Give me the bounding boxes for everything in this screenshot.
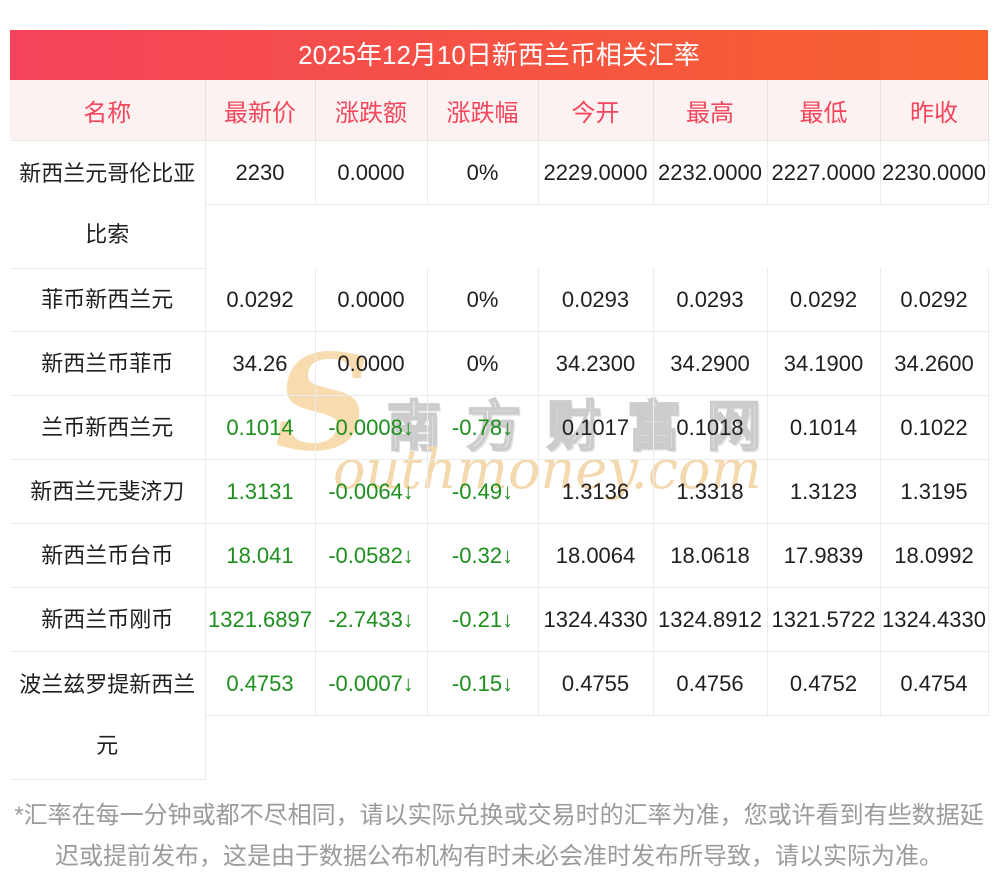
currency-pair-name: 新西兰元斐济刀 <box>10 459 206 524</box>
empty-spacer-cell <box>205 205 988 269</box>
rate-cell-change: -0.0582↓ <box>315 523 428 588</box>
rate-cell-change-pct: 0% <box>427 140 539 205</box>
col-header-low: 最低 <box>767 80 881 141</box>
currency-pair-name: 波兰兹罗提新西兰元 <box>10 651 206 780</box>
rate-cell-change: 0.0000 <box>315 331 428 396</box>
currency-pair-name: 菲币新西兰元 <box>10 268 206 332</box>
disclaimer-footnote: *汇率在每一分钟或都不尽相同，请以实际兑换或交易时的汇率为准，您或许看到有些数据… <box>14 801 984 870</box>
rate-cell-prev-close: 1324.4330 <box>880 587 989 652</box>
rate-cell-high: 0.0293 <box>653 268 768 332</box>
rate-cell-change: 0.0000 <box>315 268 428 332</box>
rate-cell-prev-close: 0.4754 <box>880 651 989 716</box>
rate-cell-latest: 2230 <box>205 140 316 205</box>
currency-pair-name: 新西兰元哥伦比亚比索 <box>10 140 206 269</box>
rate-cell-change: -2.7433↓ <box>315 587 428 652</box>
col-header-prev-close: 昨收 <box>880 80 989 141</box>
currency-pair-name: 兰币新西兰元 <box>10 395 206 460</box>
rate-cell-open: 18.0064 <box>538 523 654 588</box>
rate-cell-prev-close: 0.0292 <box>880 268 989 332</box>
rate-cell-high: 0.4756 <box>653 651 768 716</box>
col-header-open: 今开 <box>538 80 654 141</box>
currency-pair-name: 新西兰币菲币 <box>10 331 206 396</box>
page-title: 2025年12月10日新西兰币相关汇率 <box>10 30 988 80</box>
rate-cell-high: 18.0618 <box>653 523 768 588</box>
table-row: 新西兰币台币 18.041 -0.0582↓ -0.32↓ 18.0064 18… <box>10 523 989 588</box>
rate-cell-change: -0.0008↓ <box>315 395 428 460</box>
table-row: 菲币新西兰元 0.0292 0.0000 0% 0.0293 0.0293 0.… <box>10 268 989 332</box>
rate-cell-change-pct: -0.32↓ <box>427 523 539 588</box>
rate-cell-change-pct: -0.49↓ <box>427 459 539 524</box>
rate-cell-open: 34.2300 <box>538 331 654 396</box>
rate-cell-prev-close: 1.3195 <box>880 459 989 524</box>
rate-cell-high: 34.2900 <box>653 331 768 396</box>
col-header-latest: 最新价 <box>205 80 316 141</box>
rate-cell-open: 0.4755 <box>538 651 654 716</box>
rate-cell-low: 0.1014 <box>767 395 881 460</box>
rate-cell-latest: 0.1014 <box>205 395 316 460</box>
table-row: 新西兰币菲币 34.26 0.0000 0% 34.2300 34.2900 3… <box>10 331 989 396</box>
rate-cell-low: 2227.0000 <box>767 140 881 205</box>
rate-cell-low: 0.4752 <box>767 651 881 716</box>
table-header-row: 名称 最新价 涨跌额 涨跌幅 今开 最高 最低 昨收 <box>10 80 989 141</box>
rate-cell-latest: 1.3131 <box>205 459 316 524</box>
rate-cell-low: 0.0292 <box>767 268 881 332</box>
rate-cell-latest: 18.041 <box>205 523 316 588</box>
rate-cell-prev-close: 18.0992 <box>880 523 989 588</box>
currency-pair-name: 新西兰币刚币 <box>10 587 206 652</box>
rate-cell-change-pct: 0% <box>427 268 539 332</box>
col-header-change: 涨跌额 <box>315 80 428 141</box>
rate-cell-prev-close: 2230.0000 <box>880 140 989 205</box>
table-row: 新西兰币刚币 1321.6897 -2.7433↓ -0.21↓ 1324.43… <box>10 587 989 652</box>
rate-cell-change: -0.0064↓ <box>315 459 428 524</box>
table-row: 兰币新西兰元 0.1014 -0.0008↓ -0.78↓ 0.1017 0.1… <box>10 395 989 460</box>
rate-cell-latest: 0.4753 <box>205 651 316 716</box>
rate-cell-change-pct: -0.15↓ <box>427 651 539 716</box>
rate-cell-prev-close: 34.2600 <box>880 331 989 396</box>
exchange-rate-page: S 南方财富网 outhmoney.com 2025年12月10日新西兰币相关汇… <box>10 30 989 877</box>
rate-cell-open: 1.3136 <box>538 459 654 524</box>
rate-cell-change-pct: 0% <box>427 331 539 396</box>
rate-cell-latest: 0.0292 <box>205 268 316 332</box>
rate-cell-low: 1321.5722 <box>767 587 881 652</box>
rate-cell-prev-close: 0.1022 <box>880 395 989 460</box>
col-header-name: 名称 <box>10 80 206 141</box>
exchange-rates-table: 名称 最新价 涨跌额 涨跌幅 今开 最高 最低 昨收 新西兰元哥伦比亚比索 22… <box>10 80 989 780</box>
rate-cell-low: 34.1900 <box>767 331 881 396</box>
rate-cell-latest: 1321.6897 <box>205 587 316 652</box>
rate-cell-low: 1.3123 <box>767 459 881 524</box>
col-header-change-pct: 涨跌幅 <box>427 80 539 141</box>
rate-cell-change-pct: -0.78↓ <box>427 395 539 460</box>
rate-cell-open: 0.0293 <box>538 268 654 332</box>
currency-pair-name: 新西兰币台币 <box>10 523 206 588</box>
rate-cell-high: 0.1018 <box>653 395 768 460</box>
rate-cell-open: 1324.4330 <box>538 587 654 652</box>
rate-cell-change: -0.0007↓ <box>315 651 428 716</box>
rate-cell-open: 2229.0000 <box>538 140 654 205</box>
rate-cell-high: 1324.8912 <box>653 587 768 652</box>
rate-cell-high: 2232.0000 <box>653 140 768 205</box>
table-row: 新西兰元斐济刀 1.3131 -0.0064↓ -0.49↓ 1.3136 1.… <box>10 459 989 524</box>
rate-cell-latest: 34.26 <box>205 331 316 396</box>
table-row: 波兰兹罗提新西兰元 0.4753 -0.0007↓ -0.15↓ 0.4755 … <box>10 651 989 780</box>
empty-spacer-cell <box>205 716 988 780</box>
rate-cell-low: 17.9839 <box>767 523 881 588</box>
rate-cell-change-pct: -0.21↓ <box>427 587 539 652</box>
rate-cell-open: 0.1017 <box>538 395 654 460</box>
rate-cell-change: 0.0000 <box>315 140 428 205</box>
table-row: 新西兰元哥伦比亚比索 2230 0.0000 0% 2229.0000 2232… <box>10 140 989 269</box>
rate-cell-high: 1.3318 <box>653 459 768 524</box>
col-header-high: 最高 <box>653 80 768 141</box>
